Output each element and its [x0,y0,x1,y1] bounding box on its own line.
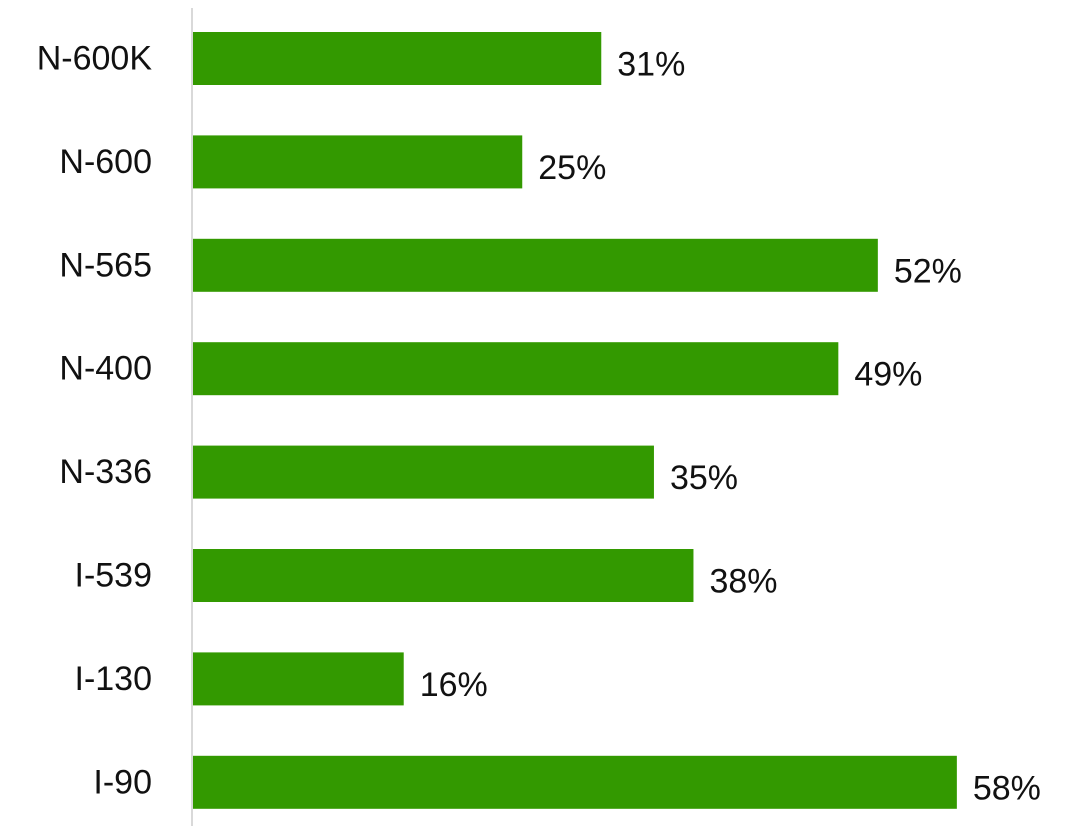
bar-n-600 [193,135,523,189]
bar-n-565 [193,238,878,292]
value-labels-group: 31% 25% 52% 49% 35% 38% 16% 58% [420,46,1041,808]
category-label: I-130 [75,660,153,698]
value-label: 16% [420,666,488,704]
value-label: 31% [617,46,685,84]
value-label: 58% [973,769,1041,807]
category-label: I-90 [93,763,152,801]
bar-n-336 [193,445,654,499]
category-labels-group: N-600K N-600 N-565 N-400 N-336 I-539 I-130 I-90 [37,40,153,802]
category-label: N-600K [37,40,153,78]
bars-group [193,32,957,809]
value-label: 38% [709,563,777,601]
category-label: N-600 [59,143,152,181]
category-label: N-400 [59,350,152,388]
bar-i-90 [193,755,957,809]
category-label: I-539 [75,557,153,595]
value-label: 25% [538,149,606,187]
value-label: 52% [894,252,962,290]
bar-n-600k [193,32,602,85]
value-label: 49% [854,356,922,394]
bar-i-539 [193,549,694,602]
category-label: N-336 [59,453,152,491]
bar-n-400 [193,342,839,396]
bar-i-130 [193,652,404,706]
value-label: 35% [670,459,738,497]
category-label: N-565 [59,246,152,284]
